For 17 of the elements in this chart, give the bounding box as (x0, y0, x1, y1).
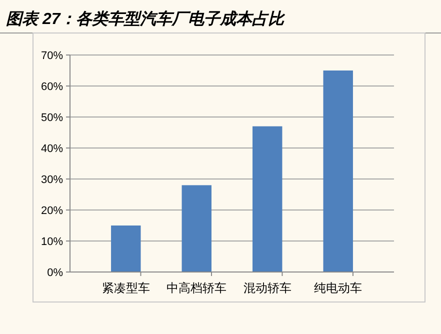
y-tick-label: 60% (40, 80, 64, 93)
y-tick-label: 70% (40, 50, 64, 62)
bar (111, 226, 141, 272)
y-tick-label: 0% (47, 266, 64, 279)
y-tick-label: 20% (40, 204, 64, 217)
y-tick-label: 40% (40, 142, 64, 155)
bar (252, 126, 282, 272)
x-tick-label: 紧凑型车 (102, 281, 150, 295)
y-tick-label: 30% (40, 174, 64, 186)
x-tick-label: 中高档轿车 (166, 281, 227, 295)
bar (323, 70, 353, 272)
y-tick-label: 50% (40, 112, 64, 124)
x-tick-label: 混动轿车 (243, 281, 292, 295)
x-tick-label: 纯电动车 (314, 281, 362, 295)
chart-title: 图表 27：各类车型汽车厂电子成本占比 (6, 10, 286, 28)
bar (182, 185, 212, 272)
y-tick-label: 10% (40, 236, 64, 248)
